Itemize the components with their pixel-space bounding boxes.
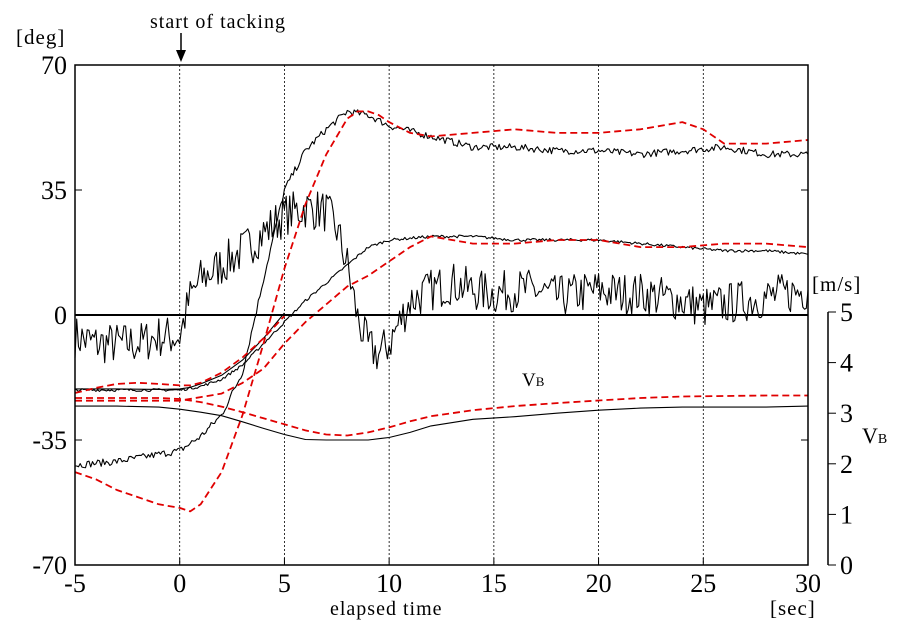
x-tick-label: 0 [173,569,186,598]
x-tick-label: -5 [64,569,86,598]
y-right-unit-label: [m/s] [812,272,861,296]
series-line-1 [74,191,809,370]
y-right-tick-label: 2 [840,450,853,479]
x-tick-label: 5 [278,569,291,598]
start-annotation: start of tacking [150,11,286,33]
y-right-tick-label: 1 [840,500,853,529]
y-right-tick-label: 0 [840,551,853,580]
x-tick-label: 15 [481,569,507,598]
y-left-tick-label: -35 [32,426,67,455]
y-left-unit-label: [deg] [16,25,65,49]
series-line-7 [75,394,808,437]
y-left-tick-label: 35 [41,176,67,205]
series-group [74,109,809,513]
y-right-tick-label: 5 [840,298,853,327]
series-line-4 [74,110,809,513]
series-line-9 [74,315,286,394]
series-line-3 [74,234,809,392]
vb-curve-label: VB [522,370,545,391]
x-tick-label: 30 [795,569,821,598]
x-tick-label: 10 [376,569,402,598]
y-right-title-main: V [862,423,878,448]
y-right-title: VB [862,423,887,448]
x-axis-label: elapsed time [330,598,443,620]
x-unit-label: [sec] [770,596,816,620]
y-left-tick-label: 70 [41,51,67,80]
vb-curve-label-main: V [522,370,536,391]
series-line-8 [75,312,285,390]
x-tick-label: 25 [690,569,716,598]
y-left-tick-label: -70 [32,551,67,580]
annotation-arrow-head [176,50,186,62]
y-right-tick-label: 4 [840,349,853,378]
x-tick-label: 20 [586,569,612,598]
vb-curve-label-sub: B [536,374,545,389]
series-line-6 [75,405,809,441]
y-left-tick-label: 0 [54,301,67,330]
y-right-tick-label: 3 [840,399,853,428]
series-line-2 [75,109,809,469]
y-right-title-sub: B [878,432,887,447]
